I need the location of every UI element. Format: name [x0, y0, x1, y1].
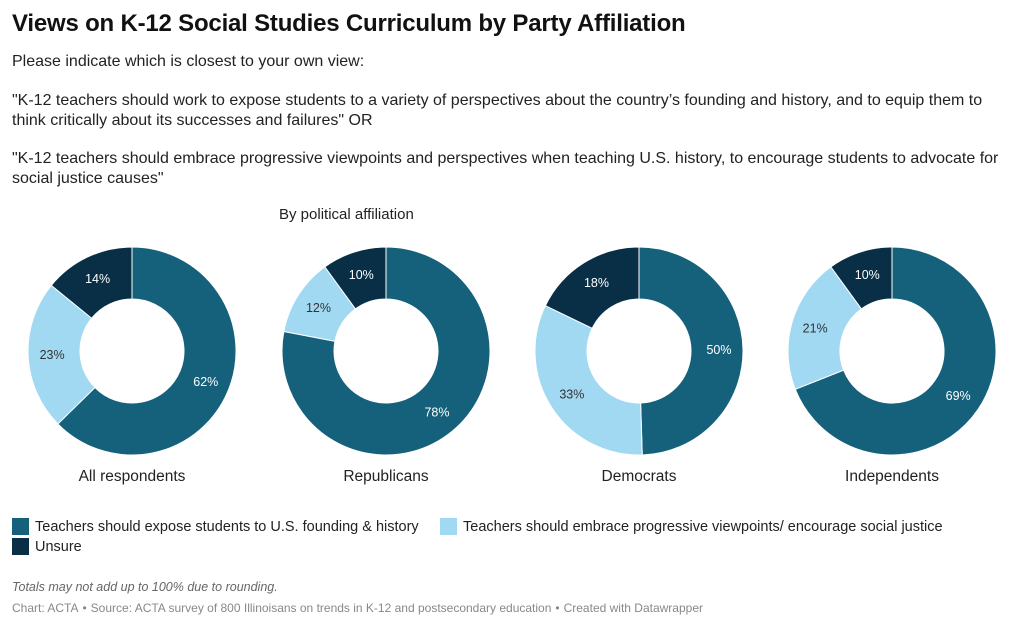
donut-chart: 50% 33% 18% Democrats [534, 246, 744, 485]
donut-caption: Republicans [343, 468, 429, 485]
donut-charts: 62% 23% 14% All respondents 78% 12% 10% Republi… [27, 246, 997, 485]
donut-chart: 69% 21% 10% Independents [787, 246, 997, 485]
slice-label-unsure: 10% [349, 268, 374, 282]
legend-swatch-unsure [12, 538, 29, 555]
chart-subtitle: By political affiliation [279, 206, 414, 223]
source-credit: Chart: ACTA • Source: ACTA survey of 800 I… [12, 601, 703, 615]
slice-label-progressive: 33% [559, 388, 584, 402]
donut-caption: All respondents [79, 468, 186, 485]
donut-slice-unsure [50, 246, 133, 319]
slice-label-unsure: 14% [85, 272, 110, 286]
survey-prompt: Please indicate which is closest to your… [12, 53, 365, 70]
footnote: Totals may not add up to 100% due to rou… [12, 580, 278, 594]
legend-item-unsure: Unsure [12, 538, 82, 555]
slice-label-expose: 78% [424, 406, 449, 420]
legend-label-unsure: Unsure [35, 538, 82, 555]
slice-label-progressive: 23% [40, 348, 65, 362]
slice-label-progressive: 21% [803, 322, 828, 336]
donut-slice-progressive [27, 284, 96, 425]
slice-label-unsure: 18% [584, 276, 609, 290]
credit-separator: • [82, 601, 87, 615]
donut-chart: 62% 23% 14% All respondents [27, 246, 237, 485]
legend-label-expose: Teachers should expose students to U.S. … [35, 518, 419, 535]
slice-label-expose: 50% [706, 343, 731, 357]
donut-slice-expose [794, 246, 997, 456]
legend-swatch-expose [12, 518, 29, 535]
legend-item-progressive: Teachers should embrace progressive view… [440, 518, 943, 535]
donut-slice-expose [281, 246, 491, 456]
chart-title: Views on K-12 Social Studies Curriculum … [12, 10, 686, 37]
credit-tool: Created with Datawrapper [563, 601, 703, 615]
donut-slice-unsure [324, 246, 387, 310]
donut-slice-progressive [534, 304, 643, 456]
donut-slice-expose [57, 246, 237, 456]
slice-label-expose: 62% [193, 375, 218, 389]
slice-label-unsure: 10% [855, 268, 880, 282]
credit-source: Source: ACTA survey of 800 Illinoisans o… [90, 601, 552, 615]
donut-slice-unsure [830, 246, 893, 310]
survey-option-a: "K-12 teachers should work to expose stu… [12, 92, 983, 129]
donut-slice-progressive [787, 266, 863, 390]
survey-option-b: "K-12 teachers should embrace progressiv… [12, 150, 999, 187]
legend-item-expose: Teachers should expose students to U.S. … [12, 518, 419, 535]
credit-separator: • [555, 601, 560, 615]
legend-label-progressive: Teachers should embrace progressive view… [463, 518, 943, 535]
donut-slice-unsure [544, 246, 640, 330]
legend-swatch-progressive [440, 518, 457, 535]
donut-slice-expose [638, 246, 744, 456]
credit-chart: Chart: ACTA [12, 601, 79, 615]
donut-caption: Democrats [602, 468, 677, 485]
donut-caption: Independents [845, 468, 939, 485]
slice-label-progressive: 12% [306, 301, 331, 315]
slice-label-expose: 69% [946, 389, 971, 403]
donut-chart: 78% 12% 10% Republicans [281, 246, 491, 485]
